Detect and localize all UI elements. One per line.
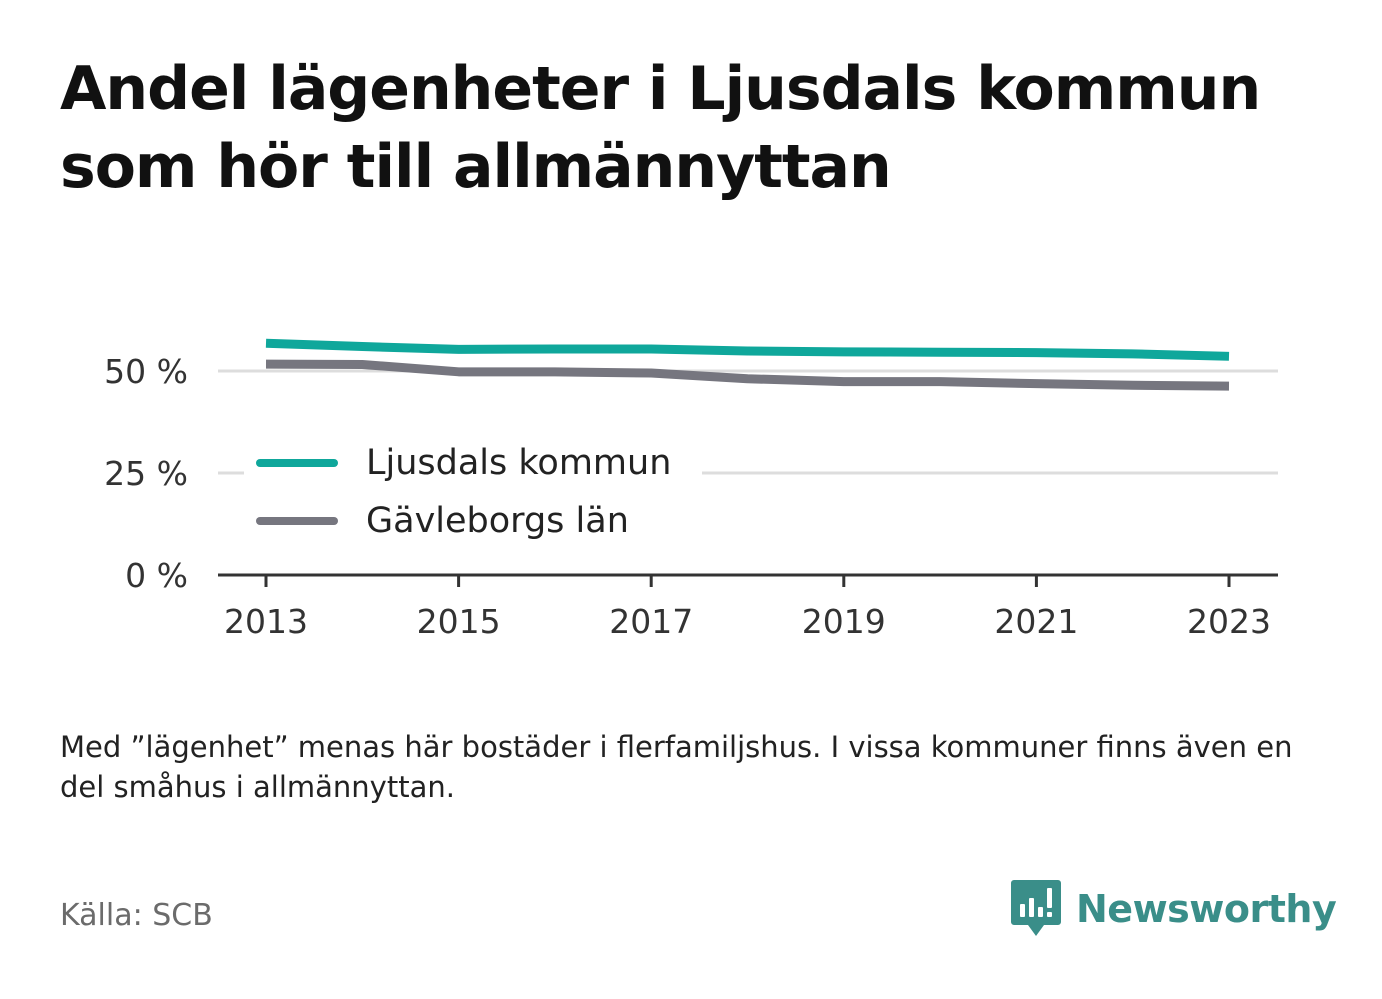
legend-item-ljusdal: Ljusdals kommun: [256, 434, 702, 492]
legend-swatch-ljusdal: [256, 459, 338, 467]
y-axis-ticks: 0 % 25 % 50 %: [104, 352, 188, 595]
legend-swatch-gavleborg: [256, 517, 338, 525]
legend-label-gavleborg: Gävleborgs län: [366, 501, 629, 541]
series-lines: [265, 338, 1230, 391]
newsworthy-logo-icon: [1011, 880, 1061, 936]
x-tick-label: 2013: [224, 602, 308, 641]
x-tick-label: 2021: [994, 602, 1078, 641]
x-tick-label: 2017: [609, 602, 693, 641]
x-tick-label: 2015: [417, 602, 501, 641]
x-axis-ticks: 2013 2015 2017 2019 2021 2023: [224, 575, 1271, 641]
brand-name: Newsworthy: [1076, 887, 1337, 931]
x-tick-label: 2019: [802, 602, 886, 641]
y-tick-label: 25 %: [104, 454, 188, 493]
chart-legend: Ljusdals kommun Gävleborgs län: [244, 428, 702, 556]
legend-label-ljusdal: Ljusdals kommun: [366, 443, 672, 483]
series-line-gavleborg: [265, 359, 1230, 391]
legend-item-gavleborg: Gävleborgs län: [256, 492, 702, 550]
x-tick-label: 2023: [1187, 602, 1271, 641]
y-tick-label: 0 %: [125, 556, 188, 595]
brand-logo: Newsworthy: [1010, 878, 1337, 940]
source-label: Källa: SCB: [60, 898, 213, 933]
chart-title: Andel lägenheter i Ljusdals kommun som h…: [60, 54, 1261, 202]
y-tick-label: 50 %: [104, 352, 188, 391]
series-line-ljusdal: [265, 338, 1230, 361]
chart-note: Med ”lägenhet” menas här bostäder i fler…: [60, 730, 1293, 804]
